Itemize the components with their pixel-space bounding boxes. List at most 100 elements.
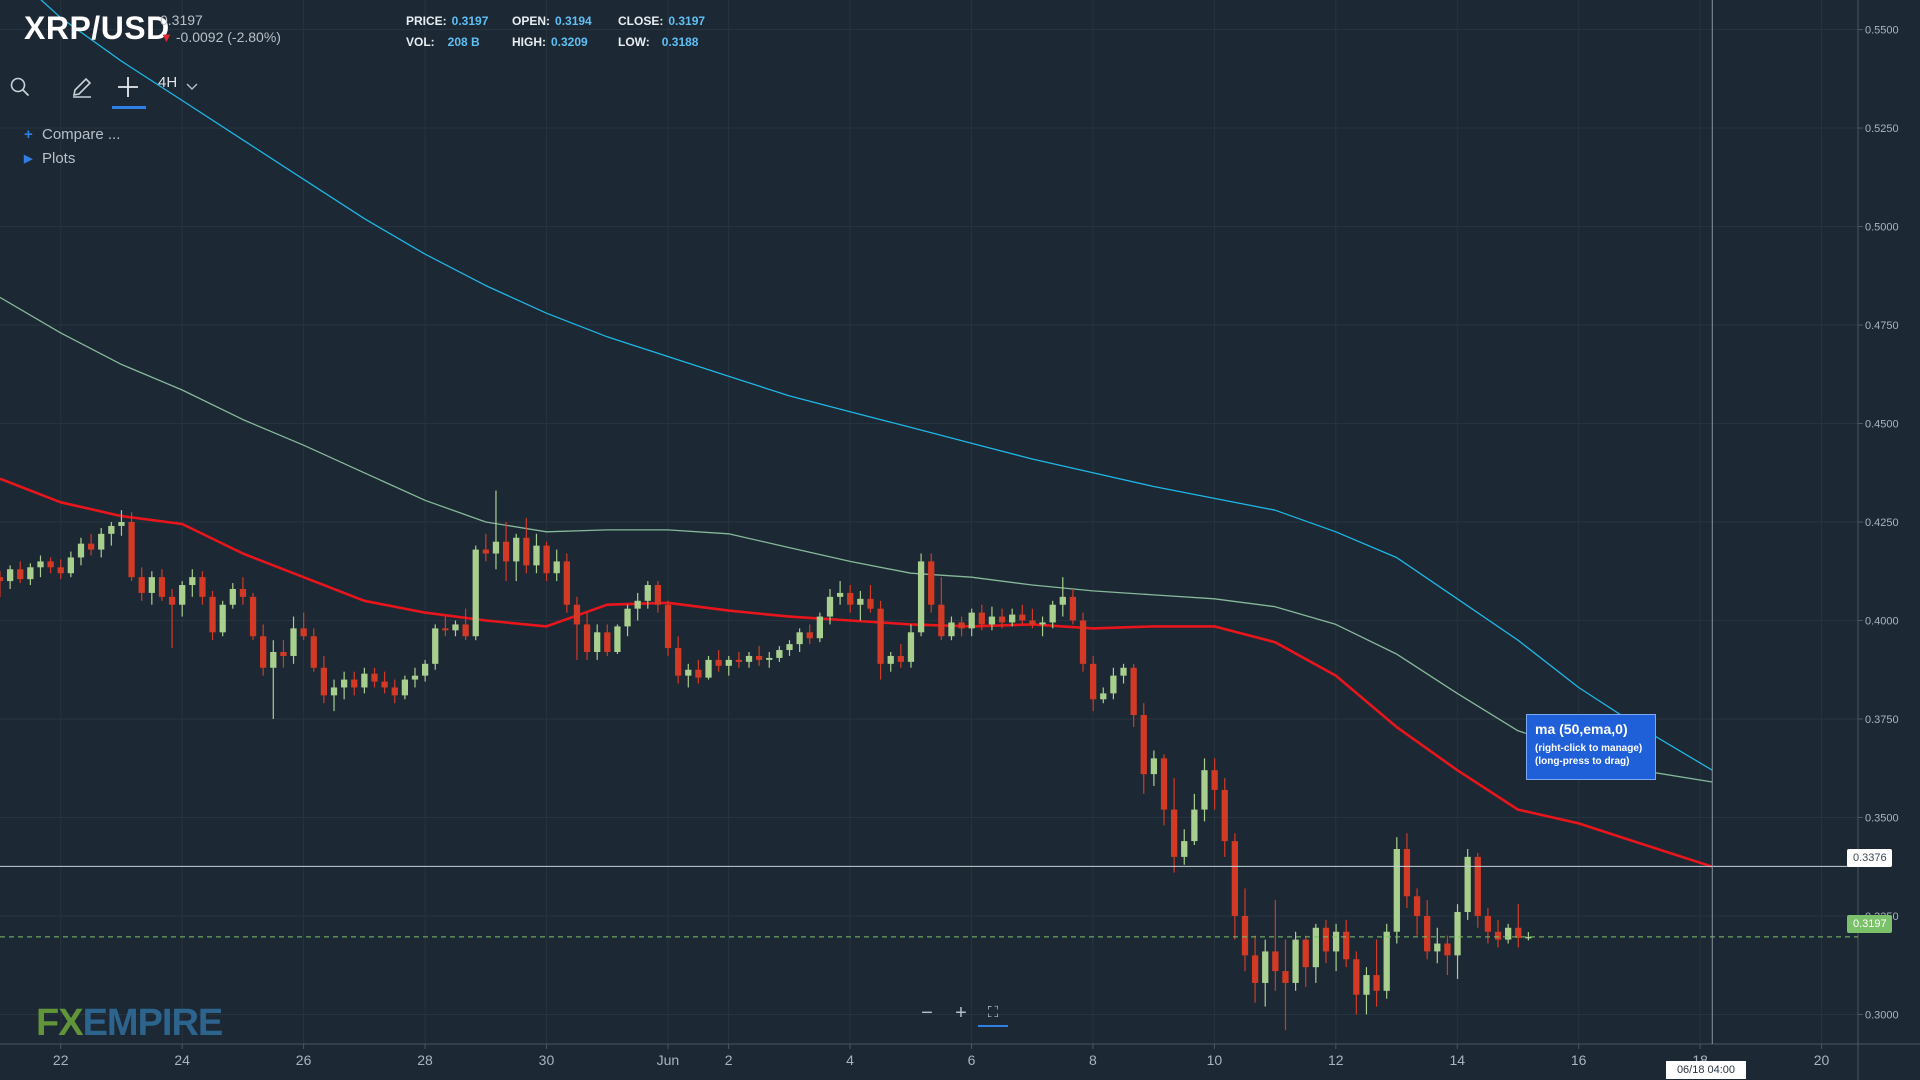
stat-key: LOW: <box>618 35 650 49</box>
candle-body <box>695 669 702 678</box>
stat-value: 0.3197 <box>451 14 489 28</box>
price-tick-label: 0.3750 <box>1865 714 1899 726</box>
zoom-out-button[interactable]: − <box>921 1002 933 1024</box>
candle-body <box>128 522 135 578</box>
compare-button[interactable]: + Compare ... <box>24 126 120 143</box>
timeframe-selector[interactable]: 4H <box>158 74 178 91</box>
candle-body <box>300 628 307 637</box>
candle-body <box>371 673 378 682</box>
candle-body <box>594 632 601 653</box>
candle-body <box>634 600 641 609</box>
crosshair-icon <box>118 77 138 97</box>
candle-body <box>847 592 854 605</box>
candle-body <box>756 655 763 660</box>
candle-body <box>361 673 368 688</box>
candle-body <box>158 577 166 597</box>
plus-icon: + <box>24 126 33 143</box>
candle-body <box>1444 943 1451 956</box>
stat-high: HIGH: 0.3209 <box>512 35 588 49</box>
candle-body <box>1282 971 1289 983</box>
candle-body <box>1454 912 1461 956</box>
plots-button[interactable]: ▶ Plots <box>24 150 75 167</box>
candle-body <box>948 622 955 637</box>
candle-body <box>280 652 287 656</box>
candles <box>0 490 1532 1031</box>
candle-body <box>17 569 24 580</box>
chevron-down-icon[interactable] <box>186 83 198 91</box>
candle-body <box>796 632 803 645</box>
candle-body <box>1312 927 1319 968</box>
candle-body <box>1160 758 1168 810</box>
fit-screen-button[interactable]: ⛶ <box>987 1004 999 1021</box>
candle-body <box>1130 667 1137 716</box>
zoom-in-button[interactable]: + <box>955 1002 967 1024</box>
candle-body <box>351 679 358 688</box>
candle-body <box>260 636 267 668</box>
candle-body <box>341 679 348 688</box>
zoom-controls: − + ⛶ <box>912 1002 1012 1027</box>
price-change: ▼ -0.0092 (-2.80%) <box>160 29 281 45</box>
candle-body <box>1383 931 1390 991</box>
candle-body <box>1413 896 1421 916</box>
candle-body <box>1150 758 1158 775</box>
price-tick-label: 0.5500 <box>1865 25 1899 37</box>
candle-body <box>1120 667 1127 676</box>
candle-body <box>249 596 257 637</box>
candle-body <box>1302 939 1309 968</box>
candle-body <box>1090 663 1097 700</box>
candle-body <box>624 608 631 627</box>
candle-body <box>816 616 824 639</box>
plots-label: Plots <box>42 150 76 167</box>
candle-body <box>1231 841 1239 916</box>
candle-body <box>917 561 925 633</box>
candle-body <box>938 604 945 637</box>
candle-body <box>462 624 469 637</box>
candle-body <box>1170 809 1178 857</box>
candle-body <box>654 585 662 605</box>
candle-body <box>1272 951 1279 972</box>
price-tick-label: 0.4750 <box>1865 320 1899 332</box>
candle-body <box>786 644 793 651</box>
search-button[interactable] <box>0 66 40 108</box>
time-tick-label: 8 <box>1089 1052 1097 1068</box>
candle-body <box>776 650 783 658</box>
stat-close: CLOSE: 0.3197 <box>618 14 705 28</box>
candle-body <box>482 549 489 554</box>
stat-value: 0.3209 <box>551 35 588 49</box>
candle-body <box>209 596 216 633</box>
candle-body <box>583 624 591 653</box>
candle-body <box>1110 675 1117 694</box>
candle-body <box>806 632 813 639</box>
stat-open: OPEN: 0.3194 <box>512 14 592 28</box>
tooltip-title: ma (50,ema,0) <box>1535 721 1628 737</box>
last-price: 0.3197 <box>160 12 203 28</box>
time-tick-label: 20 <box>1814 1052 1830 1068</box>
time-tick-label: 6 <box>968 1052 976 1068</box>
reference-price-badge: 0.3376 <box>1847 849 1892 867</box>
crosshair-button[interactable] <box>108 66 148 108</box>
stat-key: PRICE: <box>406 14 447 28</box>
candle-body <box>219 604 226 633</box>
candle-body <box>432 628 439 664</box>
stat-value: 0.3188 <box>661 35 699 49</box>
candle-body <box>543 545 550 574</box>
candle-body <box>239 588 247 597</box>
candle-body <box>1292 939 1299 983</box>
draw-button[interactable] <box>62 66 102 108</box>
candle-body <box>1403 848 1411 897</box>
candle-body <box>67 557 74 574</box>
candle-body <box>1525 936 1532 939</box>
candle-body <box>1363 975 1370 995</box>
candle-body <box>381 681 388 688</box>
moving-averages <box>0 0 1713 868</box>
candle-body <box>1201 770 1208 810</box>
candle-body <box>168 596 176 605</box>
candle-body <box>826 596 834 617</box>
candle-body <box>1181 841 1188 857</box>
indicator-tooltip[interactable]: ma (50,ema,0) (right-click to manage) (lo… <box>1526 714 1656 780</box>
candle-body <box>1019 614 1026 621</box>
candle-body <box>1494 931 1502 940</box>
time-tick-label: 10 <box>1207 1052 1223 1068</box>
price-axis: 0.5500 0.5250 0.5000 0.4750 0.4500 0.4250 0.40… <box>1857 0 1899 1080</box>
